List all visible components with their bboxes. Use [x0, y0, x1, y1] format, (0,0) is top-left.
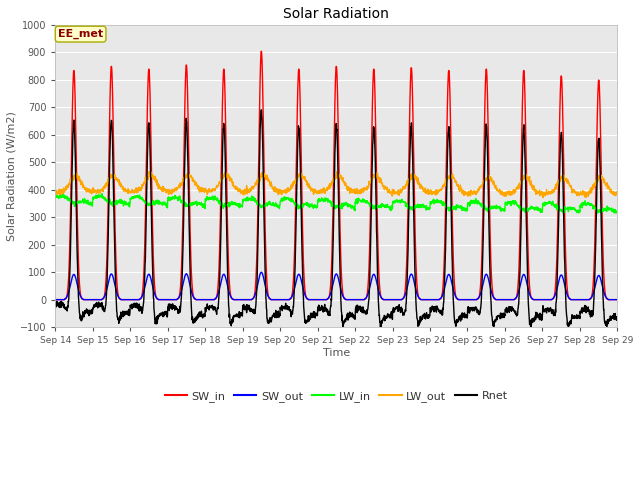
- SW_in: [257, 48, 265, 54]
- Text: EE_met: EE_met: [58, 29, 103, 39]
- LW_in: [353, 197, 360, 203]
- SW_in: [208, 297, 216, 302]
- LW_out: [145, 168, 153, 174]
- SW_in: [365, 265, 373, 271]
- Line: SW_in: SW_in: [55, 51, 618, 300]
- SW_in: [51, 297, 59, 302]
- LW_out: [51, 191, 59, 197]
- LW_in: [500, 206, 508, 212]
- LW_out: [539, 195, 547, 201]
- LW_in: [614, 209, 621, 215]
- LW_out: [353, 187, 360, 193]
- SW_out: [51, 297, 59, 302]
- Rnet: [500, 315, 508, 321]
- SW_out: [614, 297, 621, 302]
- LW_in: [580, 202, 588, 207]
- LW_in: [51, 194, 59, 200]
- LW_in: [209, 194, 216, 200]
- SW_out: [580, 297, 588, 302]
- Line: LW_out: LW_out: [55, 171, 618, 198]
- SW_in: [353, 297, 360, 302]
- LW_in: [564, 204, 572, 210]
- SW_out: [564, 293, 572, 299]
- SW_out: [208, 297, 216, 302]
- LW_in: [594, 210, 602, 216]
- Rnet: [51, 300, 59, 305]
- LW_out: [365, 179, 373, 184]
- Rnet: [580, 307, 588, 312]
- LW_out: [500, 192, 508, 197]
- Title: Solar Radiation: Solar Radiation: [284, 7, 389, 21]
- SW_in: [564, 291, 572, 297]
- LW_out: [564, 180, 572, 186]
- Line: SW_out: SW_out: [55, 272, 618, 300]
- SW_out: [257, 269, 265, 275]
- LW_out: [580, 190, 588, 196]
- Rnet: [378, 325, 385, 331]
- LW_in: [365, 201, 373, 207]
- LW_out: [209, 188, 216, 194]
- Line: LW_in: LW_in: [55, 194, 618, 213]
- SW_in: [580, 297, 588, 302]
- SW_out: [353, 297, 360, 302]
- LW_out: [614, 191, 621, 197]
- SW_out: [500, 297, 508, 302]
- Rnet: [208, 305, 216, 311]
- LW_in: [98, 191, 106, 197]
- Rnet: [258, 107, 266, 113]
- X-axis label: Time: Time: [323, 348, 350, 358]
- Y-axis label: Solar Radiation (W/m2): Solar Radiation (W/m2): [7, 111, 17, 241]
- Line: Rnet: Rnet: [55, 110, 618, 328]
- Rnet: [353, 307, 360, 312]
- Rnet: [365, 297, 373, 302]
- Rnet: [614, 314, 621, 320]
- SW_in: [614, 297, 621, 302]
- SW_out: [365, 288, 373, 293]
- Rnet: [564, 321, 572, 326]
- Legend: SW_in, SW_out, LW_in, LW_out, Rnet: SW_in, SW_out, LW_in, LW_out, Rnet: [160, 386, 513, 406]
- SW_in: [500, 297, 508, 302]
